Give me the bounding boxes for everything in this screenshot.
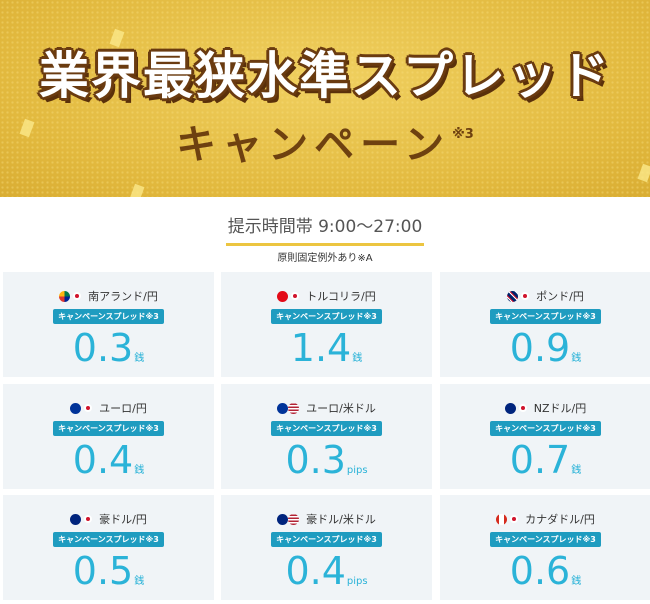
spread-number: 0.3	[72, 326, 134, 370]
spread-unit: 銭	[134, 353, 145, 364]
currency-pair-label: トルコリラ/円	[306, 290, 376, 303]
offer-hours: 提示時間帯 9:00〜27:00	[0, 212, 650, 246]
us-flag-icon	[288, 513, 300, 525]
jp-flag-icon	[518, 404, 527, 412]
jp-flag-icon	[510, 515, 519, 523]
us-flag-icon	[288, 402, 300, 414]
campaign-spread-badge: キャンペーンスプレッド※3	[271, 532, 382, 547]
currency-pair: ユーロ/円	[3, 400, 214, 416]
currency-pair-card: 豪ドル/円 キャンペーンスプレッド※3 0.5銭	[3, 495, 214, 600]
nz-flag-icon	[504, 402, 516, 414]
au-flag-icon	[70, 513, 82, 525]
gb-flag-icon	[507, 290, 519, 302]
banner-subtitle: キャンペーン ※3	[0, 112, 650, 170]
currency-pair-label: カナダドル/円	[525, 513, 595, 526]
spread-unit: pips	[346, 576, 368, 587]
currency-pair-label: ユーロ/円	[99, 402, 147, 415]
currency-pair-card: 南アランド/円 キャンペーンスプレッド※3 0.3銭	[3, 272, 214, 377]
spread-unit: 銭	[352, 353, 363, 364]
spread-number: 1.4	[290, 326, 352, 370]
world-map-pattern	[0, 0, 650, 197]
currency-pair-card: トルコリラ/円 キャンペーンスプレッド※3 1.4銭	[221, 272, 432, 377]
currency-pair-card: ユーロ/米ドル キャンペーンスプレッド※3 0.3pips	[221, 384, 432, 489]
spread-value: 0.3pips	[221, 438, 432, 493]
spread-value: 1.4銭	[221, 326, 432, 381]
spread-number: 0.9	[509, 326, 571, 370]
jp-flag-icon	[73, 292, 82, 300]
spread-value: 0.3銭	[3, 326, 214, 381]
ca-flag-icon	[496, 513, 508, 525]
eu-flag-icon	[277, 402, 289, 414]
currency-pair-card: NZドル/円 キャンペーンスプレッド※3 0.7銭	[440, 384, 650, 489]
spread-number: 0.5	[72, 549, 134, 593]
currency-pair: NZドル/円	[440, 400, 650, 416]
banner-title: 業界最狭水準スプレッド	[39, 47, 611, 105]
currency-pair: 豪ドル/円	[3, 511, 214, 527]
campaign-spread-badge: キャンペーンスプレッド※3	[53, 532, 164, 547]
spread-value: 0.4pips	[221, 549, 432, 604]
currency-pair: ユーロ/米ドル	[221, 400, 432, 416]
spread-number: 0.7	[509, 438, 571, 482]
currency-pair-card: カナダドル/円 キャンペーンスプレッド※3 0.6銭	[440, 495, 650, 600]
currency-pair-card: ユーロ/円 キャンペーンスプレッド※3 0.4銭	[3, 384, 214, 489]
spread-value: 0.6銭	[440, 549, 650, 604]
spread-value: 0.9銭	[440, 326, 650, 381]
spread-unit: 銭	[571, 465, 582, 476]
eu-flag-icon	[70, 402, 82, 414]
currency-pair: 南アランド/円	[3, 288, 214, 304]
spread-unit: 銭	[134, 576, 145, 587]
currency-pair-label: ポンド/円	[536, 290, 584, 303]
spread-number: 0.4	[72, 438, 134, 482]
currency-pair: ポンド/円	[440, 288, 650, 304]
jp-flag-icon	[291, 292, 300, 300]
banner-footnote: ※3	[452, 127, 474, 142]
currency-pair-label: 豪ドル/米ドル	[306, 513, 376, 526]
spread-unit: 銭	[134, 465, 145, 476]
spread-unit: pips	[346, 465, 368, 476]
tr-flag-icon	[277, 290, 289, 302]
currency-pair-label: 豪ドル/円	[99, 513, 147, 526]
spread-value: 0.5銭	[3, 549, 214, 604]
currency-pair-card: ポンド/円 キャンペーンスプレッド※3 0.9銭	[440, 272, 650, 377]
offer-hours-text: 提示時間帯 9:00〜27:00	[225, 212, 425, 246]
spread-number: 0.4	[285, 549, 346, 593]
campaign-banner: 業界最狭水準スプレッド キャンペーン ※3	[0, 0, 650, 197]
campaign-spread-badge: キャンペーンスプレッド※3	[490, 309, 601, 324]
currency-pair: 豪ドル/米ドル	[221, 511, 432, 527]
campaign-spread-badge: キャンペーンスプレッド※3	[53, 309, 164, 324]
fixed-spread-note: 原則固定例外あり※A	[277, 253, 373, 264]
currency-pair-label: ユーロ/米ドル	[306, 402, 376, 415]
spread-unit: 銭	[571, 353, 582, 364]
campaign-spread-badge: キャンペーンスプレッド※3	[53, 421, 164, 436]
campaign-spread-badge: キャンペーンスプレッド※3	[490, 421, 601, 436]
campaign-spread-badge: キャンペーンスプレッド※3	[271, 309, 382, 324]
au-flag-icon	[277, 513, 289, 525]
spread-number: 0.3	[285, 438, 346, 482]
spread-value: 0.7銭	[440, 438, 650, 493]
banner-subtitle-text: キャンペーン	[176, 122, 451, 168]
currency-pair-label: 南アランド/円	[88, 290, 158, 303]
currency-pair-label: NZドル/円	[533, 402, 587, 415]
spread-number: 0.6	[509, 549, 571, 593]
jp-flag-icon	[521, 292, 530, 300]
currency-pair: カナダドル/円	[440, 511, 650, 527]
spread-value: 0.4銭	[3, 438, 214, 493]
currency-pair-card: 豪ドル/米ドル キャンペーンスプレッド※3 0.4pips	[221, 495, 432, 600]
campaign-spread-badge: キャンペーンスプレッド※3	[271, 421, 382, 436]
campaign-spread-badge: キャンペーンスプレッド※3	[490, 532, 601, 547]
jp-flag-icon	[84, 404, 93, 412]
jp-flag-icon	[84, 515, 93, 523]
spread-unit: 銭	[571, 576, 582, 587]
currency-pair: トルコリラ/円	[221, 288, 432, 304]
za-flag-icon	[59, 290, 71, 302]
